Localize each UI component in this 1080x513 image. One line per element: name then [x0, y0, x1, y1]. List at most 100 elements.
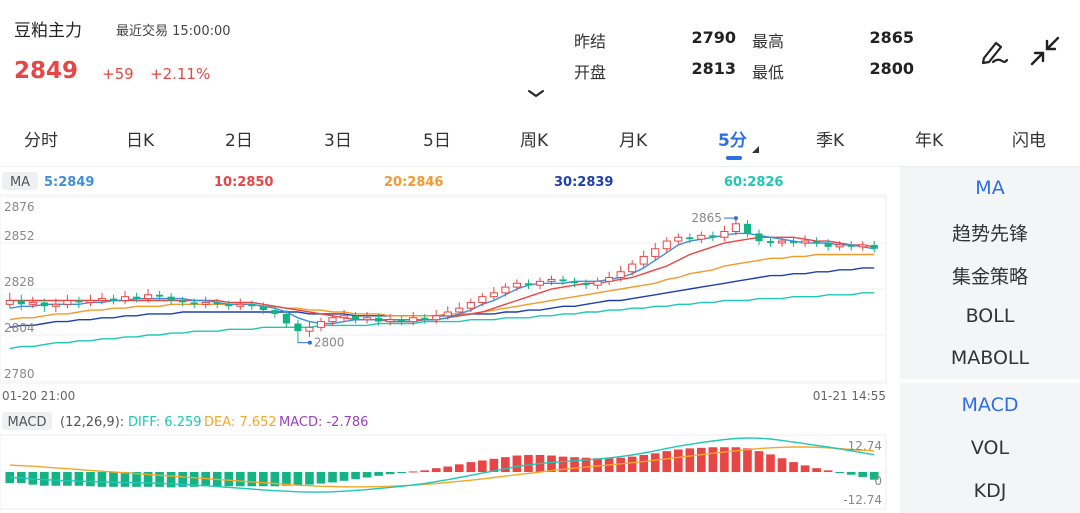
macd-dea-line: [9, 446, 875, 488]
tab-monthly-k[interactable]: 月K: [619, 131, 648, 151]
candle: [766, 237, 775, 247]
candle: [40, 298, 48, 312]
chevron-down-icon[interactable]: [526, 88, 546, 100]
price-tick-label: 2780: [4, 367, 35, 381]
price-change: +59: [102, 65, 134, 83]
macd-bar: [259, 472, 268, 487]
time-axis-end: 01-21 14:55: [813, 389, 886, 403]
macd-bar: [431, 468, 441, 472]
price-tick-label: 2828: [4, 275, 35, 289]
ma-tag-bg: [2, 172, 38, 190]
tab-yearly-k[interactable]: 年K: [915, 131, 944, 151]
price-axis: 2876 2852 2828 2804 2780: [4, 200, 35, 381]
macd-bar: [86, 472, 95, 487]
indicator-maboll[interactable]: MABOLL: [950, 347, 1030, 369]
candle: [282, 310, 290, 328]
candle: [316, 317, 326, 332]
tab-quarterly-k[interactable]: 季K: [816, 131, 845, 151]
candle: [870, 241, 878, 253]
macd-bar: [627, 456, 637, 472]
tab-flash[interactable]: 闪电: [1012, 131, 1046, 151]
candle: [616, 266, 625, 282]
macd-bar: [547, 455, 556, 472]
ma60-line: [9, 292, 875, 350]
candle: [605, 271, 614, 286]
candle: [847, 241, 855, 251]
indicator-vol[interactable]: VOL: [970, 437, 1010, 459]
macd-bar: [501, 457, 510, 472]
macd-bar: [800, 465, 810, 472]
macd-bar: [408, 471, 418, 473]
header-divider: [0, 166, 1080, 167]
candle: [179, 296, 187, 307]
indicator-macd[interactable]: MACD: [961, 394, 1019, 416]
tab-5min[interactable]: 5分: [718, 131, 747, 151]
macd-bar: [5, 472, 15, 483]
tab-5day[interactable]: 5日: [423, 131, 451, 151]
candle: [547, 275, 556, 286]
collapse-icon[interactable]: [1028, 34, 1062, 68]
candle: [743, 220, 752, 238]
candle: [167, 292, 175, 305]
candle: [259, 302, 267, 314]
candle: [686, 233, 694, 243]
candle: [5, 292, 14, 309]
candle: [628, 260, 637, 276]
indicator-trend-pioneer[interactable]: 趋势先锋: [951, 223, 1028, 245]
macd-bar: [316, 472, 326, 484]
tab-intraday[interactable]: 分时: [24, 131, 58, 151]
tab-2day[interactable]: 2日: [225, 131, 253, 151]
kline-chart[interactable]: MA 5:2849 10:2850 20:2846 30:2839 60:282…: [0, 167, 896, 513]
indicator-boll[interactable]: BOLL: [965, 305, 1015, 327]
low-value: 2800: [869, 59, 914, 78]
macd-bar: [835, 472, 844, 473]
candle: [225, 300, 233, 311]
macd-bar: [397, 472, 406, 474]
candle: [386, 313, 395, 326]
period-tabs: 分时 日K 2日 3日 5日 周K 月K 5分 季K 年K 闪电: [0, 120, 1080, 160]
candle: [109, 294, 118, 305]
ma20-line: [9, 253, 875, 321]
candle: [813, 237, 821, 247]
indicator-ma[interactable]: MA: [975, 177, 1005, 199]
price-tick-label: 2852: [4, 229, 35, 243]
candle: [443, 306, 452, 320]
candle: [777, 237, 787, 247]
candle: [501, 283, 510, 297]
candle: [375, 313, 383, 326]
candle: [639, 250, 648, 268]
indicator-kdj[interactable]: KDJ: [973, 480, 1007, 502]
macd-bar: [697, 447, 706, 472]
macd-bar: [374, 472, 383, 476]
macd-bar: [293, 472, 303, 486]
ma-lines: [9, 232, 875, 350]
low-marker-dot: [307, 340, 312, 345]
macd-bar: [512, 455, 522, 472]
candle: [478, 292, 487, 307]
tab-weekly-k[interactable]: 周K: [520, 131, 549, 151]
candle: [489, 287, 498, 301]
candle: [28, 296, 37, 309]
last-price: 2849: [14, 58, 79, 84]
candle: [466, 298, 475, 312]
tab-dropdown-icon[interactable]: [752, 146, 759, 153]
open-label: 开盘: [574, 63, 607, 82]
candle: [697, 231, 706, 243]
macd-bar: [166, 472, 176, 488]
macd-axis-top: 12.74: [848, 439, 882, 453]
draw-pen-icon[interactable]: [976, 34, 1010, 68]
macd-params: (12,26,9):: [60, 415, 124, 430]
high-marker-label: 2865: [691, 211, 722, 225]
macd-bar: [189, 472, 199, 487]
macd-bar: [454, 464, 464, 472]
tab-3day[interactable]: 3日: [324, 131, 352, 151]
tab-daily-k[interactable]: 日K: [126, 131, 155, 151]
candle: [328, 313, 337, 326]
macd-bar: [443, 466, 453, 472]
low-label: 最低: [752, 63, 785, 82]
candle: [97, 292, 107, 305]
ma10-legend: 10:2850: [214, 175, 273, 190]
macd-bar: [616, 457, 625, 472]
indicator-gold-strategy[interactable]: 集金策略: [951, 266, 1028, 288]
macd-bar: [558, 456, 568, 472]
